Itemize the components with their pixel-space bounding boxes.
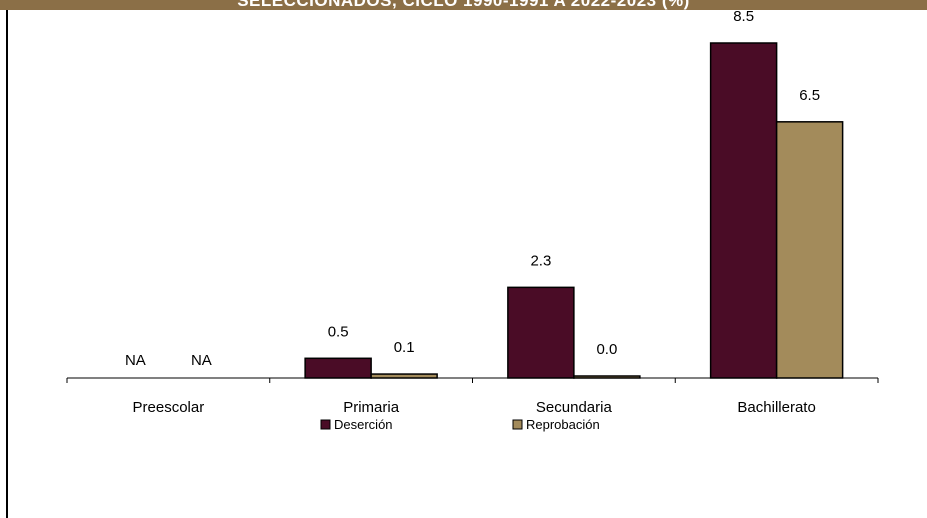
x-tick-label: Secundaria <box>536 399 613 416</box>
bar <box>775 121 844 379</box>
data-label: 8.5 <box>733 8 754 25</box>
data-label: NA <box>191 352 212 369</box>
data-label: NA <box>125 352 146 369</box>
legend-label: Reprobación <box>526 417 600 432</box>
data-label: 6.5 <box>799 87 820 104</box>
left-border <box>6 10 8 518</box>
bar <box>304 357 372 379</box>
data-label: 0.1 <box>394 339 415 356</box>
x-tick-label: Primaria <box>343 399 399 416</box>
data-label: 2.3 <box>530 252 551 269</box>
data-label: 0.0 <box>596 341 617 358</box>
legend-swatch <box>320 419 331 430</box>
data-label: 0.5 <box>328 323 349 340</box>
legend-label: Deserción <box>334 417 393 432</box>
chart-title: SELECCIONADOS, CICLO 1990-1991 A 2022-20… <box>237 0 690 10</box>
bar <box>709 42 778 379</box>
x-tick-label: Preescolar <box>133 399 205 416</box>
bar <box>370 373 438 379</box>
bar <box>573 375 641 379</box>
legend-swatch <box>512 419 523 430</box>
x-tick-label: Bachillerato <box>737 399 815 416</box>
bar <box>507 286 575 379</box>
chart-title-bar: SELECCIONADOS, CICLO 1990-1991 A 2022-20… <box>0 0 927 10</box>
